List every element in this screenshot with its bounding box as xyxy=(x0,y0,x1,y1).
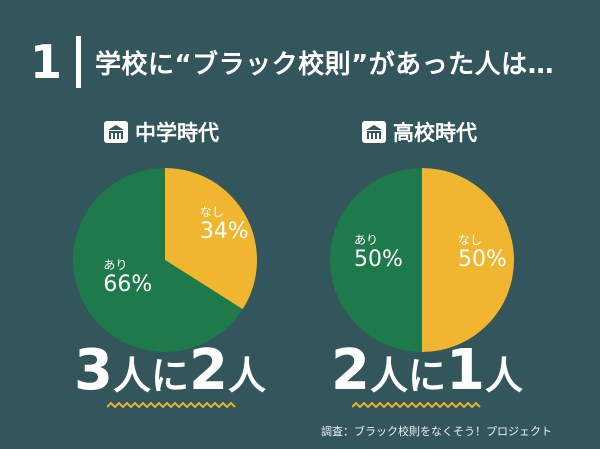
slice-label: あり xyxy=(103,258,127,272)
slice-label: あり xyxy=(354,233,378,247)
slice-percent-label: 34% xyxy=(200,219,249,244)
slice-label: なし xyxy=(200,205,224,219)
chart-title-text: 高校時代 xyxy=(393,121,477,145)
zigzag-underline xyxy=(352,401,481,409)
source-credit: 調査：ブラック校則をなくそう！プロジェクト xyxy=(321,425,552,438)
summary-end: 人 xyxy=(227,354,266,398)
slice-label: なし xyxy=(458,233,482,247)
title-divider xyxy=(76,36,81,88)
summary-end: 人 xyxy=(484,354,523,398)
page-title: 学校に“ブラック校則”があった人は… xyxy=(95,49,555,80)
slice-percent-label: 50% xyxy=(354,247,403,272)
pie-slice-nashi xyxy=(422,168,514,352)
summary-junior-high: 3人に2人 xyxy=(50,338,290,403)
summary-high-school: 2人に1人 xyxy=(307,338,547,403)
pie-slice-ari xyxy=(72,168,243,352)
chart-title-high-school: 高校時代 xyxy=(361,117,477,147)
school-building-icon xyxy=(362,121,386,143)
section-number: 1 xyxy=(30,35,63,89)
chart-title-text: 中学時代 xyxy=(135,121,219,145)
zigzag-underline xyxy=(107,401,236,409)
summary-number-a: 3 xyxy=(74,338,113,403)
summary-number-b: 2 xyxy=(189,338,228,403)
slice-percent-label: 66% xyxy=(103,272,152,297)
chart-title-junior-high: 中学時代 xyxy=(103,117,219,147)
header: 1 学校に“ブラック校則”があった人は… xyxy=(30,34,554,90)
pie-slice-ari xyxy=(330,168,422,352)
pie-slice-nashi xyxy=(165,168,257,310)
summary-mid: 人に xyxy=(369,354,446,398)
summary-number-a: 2 xyxy=(331,338,370,403)
school-building-icon xyxy=(104,121,128,143)
slice-percent-label: 50% xyxy=(458,247,507,272)
summary-mid: 人に xyxy=(112,354,189,398)
summary-number-b: 1 xyxy=(446,338,485,403)
